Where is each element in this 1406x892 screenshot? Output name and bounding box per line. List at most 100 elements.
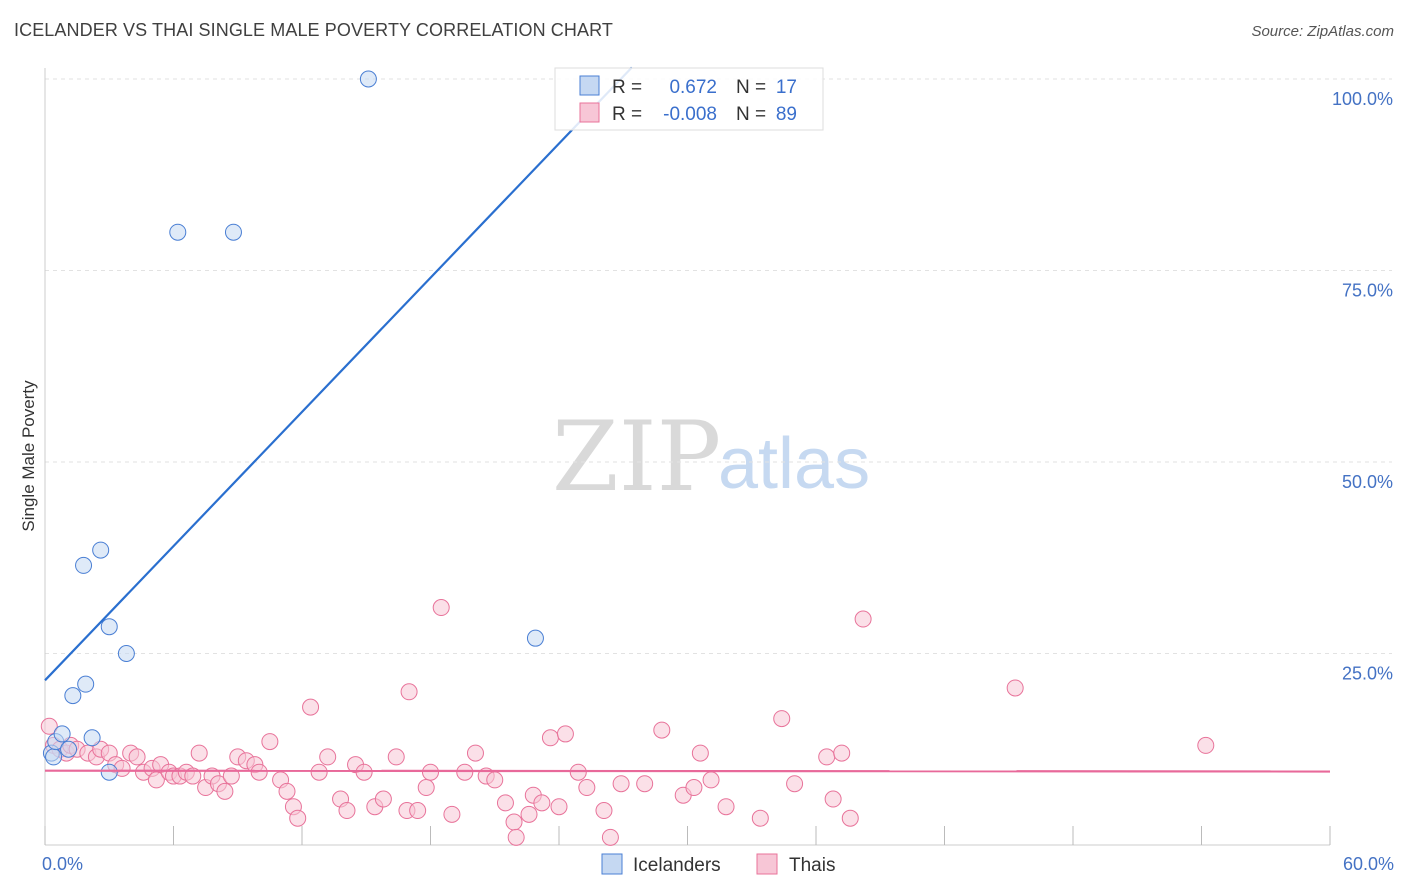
thai-point bbox=[319, 748, 337, 766]
thai-point bbox=[184, 767, 202, 785]
thai-point bbox=[685, 779, 703, 797]
icelander-point bbox=[359, 70, 377, 88]
x-tick-label-max: 60.0% bbox=[1343, 854, 1394, 874]
stats-n-value-thais: 89 bbox=[776, 104, 797, 125]
thai-point bbox=[216, 782, 234, 800]
thai-point bbox=[818, 748, 836, 766]
thai-point bbox=[278, 782, 296, 800]
thai-point bbox=[751, 809, 769, 827]
thai-point bbox=[496, 794, 514, 812]
thais-trend-line bbox=[44, 769, 1331, 773]
trend-lines bbox=[44, 66, 1331, 773]
legend-swatch-icelanders bbox=[601, 853, 623, 875]
thai-point bbox=[824, 790, 842, 808]
icelander-point bbox=[64, 687, 82, 705]
thai-point bbox=[1197, 736, 1215, 754]
icelander-point bbox=[53, 725, 71, 743]
stats-n-value-icelanders: 17 bbox=[776, 77, 797, 98]
icelanders-points bbox=[42, 70, 544, 781]
thai-point bbox=[569, 763, 587, 781]
thai-point bbox=[222, 767, 240, 785]
stats-r-label-icelanders: R = bbox=[612, 77, 642, 98]
icelander-point bbox=[83, 729, 101, 747]
icelander-point bbox=[77, 675, 95, 693]
stats-n-label-thais: N = bbox=[736, 104, 766, 125]
thai-point bbox=[786, 775, 804, 793]
thai-point bbox=[550, 798, 568, 816]
stats-swatch-thais bbox=[579, 102, 600, 123]
stats-r-label-thais: R = bbox=[612, 104, 642, 125]
thai-point bbox=[578, 779, 596, 797]
stats-box-frame bbox=[554, 67, 824, 131]
thai-point bbox=[854, 610, 872, 628]
thai-point bbox=[250, 763, 268, 781]
thais-points bbox=[40, 599, 1215, 846]
stats-swatch-icelanders bbox=[579, 75, 600, 96]
icelander-point bbox=[100, 763, 118, 781]
icelander-point bbox=[60, 740, 78, 758]
thai-point bbox=[261, 733, 279, 751]
thai-point bbox=[833, 744, 851, 762]
thai-point bbox=[456, 763, 474, 781]
thai-point bbox=[310, 763, 328, 781]
legend-swatch-thais bbox=[756, 853, 778, 875]
x-tick-label-min: 0.0% bbox=[42, 854, 83, 874]
thai-point bbox=[338, 802, 356, 820]
thai-point bbox=[289, 809, 307, 827]
watermark-zip: ZIP bbox=[552, 401, 721, 513]
stats-r-value-icelanders: 0.672 bbox=[669, 77, 717, 98]
legend-label-icelanders: Icelanders bbox=[633, 855, 721, 876]
thai-point bbox=[636, 775, 654, 793]
thai-point bbox=[128, 748, 146, 766]
thai-point bbox=[533, 794, 551, 812]
icelander-point bbox=[117, 645, 135, 662]
icelander-point bbox=[100, 618, 118, 636]
y-tick-label-25: 25.0% bbox=[1342, 664, 1393, 684]
thai-point bbox=[505, 813, 523, 831]
y-tick-label-100: 100.0% bbox=[1332, 89, 1393, 109]
thai-point bbox=[691, 744, 709, 762]
thai-point bbox=[355, 763, 373, 781]
thai-point bbox=[302, 698, 320, 716]
stats-r-value-thais: -0.008 bbox=[663, 104, 717, 125]
thai-point bbox=[653, 721, 671, 739]
thai-point bbox=[486, 771, 504, 789]
icelander-point bbox=[45, 748, 63, 766]
axes: 0.0% 60.0% bbox=[42, 68, 1394, 874]
watermark-atlas: atlas bbox=[718, 424, 870, 504]
thai-point bbox=[773, 710, 791, 728]
thai-point bbox=[417, 779, 435, 797]
icelander-point bbox=[224, 223, 242, 241]
thai-point bbox=[409, 802, 427, 820]
legend: Icelanders Thais bbox=[601, 853, 835, 876]
thai-point bbox=[466, 744, 484, 762]
icelanders-trend-line bbox=[44, 66, 633, 682]
chart-title: ICELANDER VS THAI SINGLE MALE POVERTY CO… bbox=[14, 20, 613, 40]
thai-point bbox=[1006, 679, 1024, 697]
legend-label-thais: Thais bbox=[789, 855, 835, 876]
icelander-point bbox=[169, 223, 187, 241]
y-tick-label-50: 50.0% bbox=[1342, 472, 1393, 492]
thai-point bbox=[601, 828, 619, 846]
thai-point bbox=[520, 805, 538, 823]
icelander-point bbox=[526, 629, 544, 647]
thai-point bbox=[422, 763, 439, 781]
y-axis-label: Single Male Poverty bbox=[19, 380, 38, 532]
thai-point bbox=[400, 683, 418, 701]
thai-point bbox=[432, 599, 450, 617]
stats-n-label-icelanders: N = bbox=[736, 77, 766, 98]
thai-point bbox=[841, 809, 859, 827]
icelander-point bbox=[92, 541, 110, 559]
thai-point bbox=[40, 717, 58, 735]
chart-source: Source: ZipAtlas.com bbox=[1251, 23, 1394, 40]
icelander-point bbox=[75, 556, 93, 574]
thai-point bbox=[702, 771, 720, 789]
thai-point bbox=[387, 748, 405, 766]
thai-point bbox=[612, 775, 630, 793]
thai-point bbox=[507, 828, 525, 846]
thai-point bbox=[717, 798, 735, 816]
y-tick-label-75: 75.0% bbox=[1342, 281, 1393, 301]
thai-point bbox=[595, 802, 613, 820]
grid: 25.0% 50.0% 75.0% 100.0% bbox=[45, 78, 1393, 684]
